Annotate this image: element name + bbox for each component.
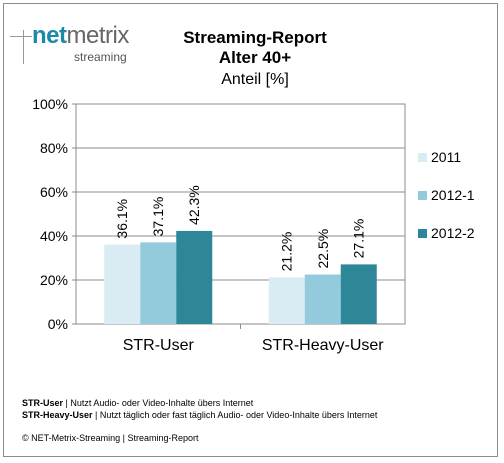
data-label: 27.1% xyxy=(351,219,367,259)
logo-crosshair-vertical xyxy=(23,30,24,64)
chart-title-line1: Streaming-Report xyxy=(183,28,327,47)
legend-swatch-2012-2 xyxy=(418,229,427,238)
legend-label-2012-1: 2012-1 xyxy=(431,187,475,203)
legend-item-2012-2: 2012-2 xyxy=(418,224,504,242)
y-tick-label: 60% xyxy=(40,184,68,200)
data-label: 22.5% xyxy=(315,229,331,269)
y-tick-label: 40% xyxy=(40,228,68,244)
bar-2012-1-STR-Heavy-User xyxy=(304,274,341,324)
bar-2011-STR-Heavy-User xyxy=(268,277,305,324)
footnote-str-user: STR-User | Nutzt Audio- oder Video-Inhal… xyxy=(22,398,254,408)
data-label: 36.1% xyxy=(114,199,130,239)
data-label: 37.1% xyxy=(150,197,166,237)
bar-2012-1-STR-User xyxy=(140,242,177,324)
y-tick-label: 0% xyxy=(48,316,68,332)
legend-label-2012-2: 2012-2 xyxy=(431,225,475,241)
footnote-str-heavy-user: STR-Heavy-User | Nutzt täglich oder fast… xyxy=(22,410,378,420)
chart-subtitle: Anteil [%] xyxy=(221,71,289,88)
legend-swatch-2011 xyxy=(418,153,427,162)
legend-item-2012-1: 2012-1 xyxy=(418,186,504,204)
chart-frame xyxy=(3,3,498,457)
data-label: 21.2% xyxy=(279,232,295,272)
y-tick-label: 100% xyxy=(32,96,68,112)
chart-title: Streaming-Report Alter 40+ xyxy=(150,28,360,68)
chart-title-line2: Alter 40+ xyxy=(218,48,292,67)
x-category-label: STR-Heavy-User xyxy=(262,337,384,354)
footnotes: STR-User | Nutzt Audio- oder Video-Inhal… xyxy=(22,397,377,421)
legend-swatch-2012-1 xyxy=(418,191,427,200)
legend-item-2011: 2011 xyxy=(418,148,504,166)
bar-2012-2-STR-Heavy-User xyxy=(340,264,377,324)
logo-wordmark: netmetrix xyxy=(32,22,129,49)
legend-label-2011: 2011 xyxy=(431,149,462,165)
netmetrix-logo: netmetrix streaming xyxy=(10,12,140,64)
x-category-label: STR-User xyxy=(123,337,195,354)
copyright: © NET-Metrix-Streaming | Streaming-Repor… xyxy=(22,433,199,443)
bar-2011-STR-User xyxy=(104,244,141,324)
logo-crosshair-horizontal xyxy=(10,36,32,37)
logo-subtext: streaming xyxy=(74,50,127,64)
bar-2012-2-STR-User xyxy=(176,230,213,324)
y-tick-label: 20% xyxy=(40,272,68,288)
y-tick-label: 80% xyxy=(40,140,68,156)
data-label: 42.3% xyxy=(186,185,202,225)
